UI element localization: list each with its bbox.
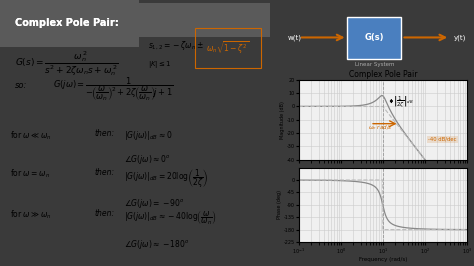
- Text: $G(s) = \dfrac{\omega_n^{\,2}}{s^2 + 2\zeta\omega_n s + \omega_n^{\,2}}$: $G(s) = \dfrac{\omega_n^{\,2}}{s^2 + 2\z…: [15, 49, 119, 78]
- Text: so:: so:: [15, 81, 28, 90]
- Text: $|G(j\omega)|_{dB} \approx -40\log\!\left(\dfrac{\omega}{\omega_n}\right)$: $|G(j\omega)|_{dB} \approx -40\log\!\lef…: [124, 209, 217, 227]
- Text: y(t): y(t): [454, 34, 466, 41]
- Text: G(s): G(s): [365, 33, 384, 42]
- Text: Linear System: Linear System: [355, 62, 394, 67]
- Text: $\angle G(j\omega) = -90^o$: $\angle G(j\omega) = -90^o$: [124, 197, 185, 210]
- Y-axis label: Phase (deg): Phase (deg): [277, 190, 282, 219]
- Text: $s_{1,2} = -\zeta\omega_n \pm$: $s_{1,2} = -\zeta\omega_n \pm$: [148, 39, 204, 52]
- X-axis label: Frequency (rad/s): Frequency (rad/s): [358, 257, 407, 262]
- Text: $\omega_n$ rad/s: $\omega_n$ rad/s: [368, 123, 393, 132]
- Text: w(t): w(t): [288, 34, 302, 41]
- Text: $|G(j\omega)|_{dB} = 20\log\!\left(\dfrac{1}{2\zeta}\right)$: $|G(j\omega)|_{dB} = 20\log\!\left(\dfra…: [124, 168, 209, 190]
- FancyBboxPatch shape: [347, 17, 401, 59]
- Text: then:: then:: [95, 209, 115, 218]
- Title: Complex Pole Pair: Complex Pole Pair: [348, 70, 417, 79]
- Text: Complex Pole Pair:: Complex Pole Pair:: [15, 18, 119, 28]
- Text: $\left|\dfrac{1}{2\zeta}\right|_{dB}$: $\left|\dfrac{1}{2\zeta}\right|_{dB}$: [393, 94, 414, 109]
- Text: for $\omega \gg \omega_n$: for $\omega \gg \omega_n$: [10, 209, 52, 221]
- Text: $|G(j\omega)|_{dB} \approx 0$: $|G(j\omega)|_{dB} \approx 0$: [124, 129, 173, 142]
- Y-axis label: Magnitude (dB): Magnitude (dB): [280, 101, 285, 139]
- Text: then:: then:: [95, 168, 115, 177]
- Text: $\angle G(j\omega) \approx -180^o$: $\angle G(j\omega) \approx -180^o$: [124, 238, 190, 251]
- Text: for $\omega = \omega_n$: for $\omega = \omega_n$: [10, 168, 50, 180]
- Text: -40 dB/dec: -40 dB/dec: [428, 137, 456, 142]
- Text: Complex Pole Pair:: Complex Pole Pair:: [15, 18, 119, 28]
- Text: then:: then:: [95, 129, 115, 138]
- Text: for $\omega \ll \omega_n$: for $\omega \ll \omega_n$: [10, 129, 52, 142]
- Text: $|K| \leq 1$: $|K| \leq 1$: [148, 59, 172, 70]
- Text: $G(j\omega) = \dfrac{1}{-\!\left(\dfrac{\omega}{\omega_n}\right)^{\!2} + 2\zeta\: $G(j\omega) = \dfrac{1}{-\!\left(\dfrac{…: [53, 76, 173, 103]
- Text: $\angle G(j\omega) \approx 0^o$: $\angle G(j\omega) \approx 0^o$: [124, 153, 171, 166]
- Text: $\omega_n\sqrt{1-\zeta^2}$: $\omega_n\sqrt{1-\zeta^2}$: [207, 39, 250, 57]
- FancyBboxPatch shape: [5, 3, 270, 37]
